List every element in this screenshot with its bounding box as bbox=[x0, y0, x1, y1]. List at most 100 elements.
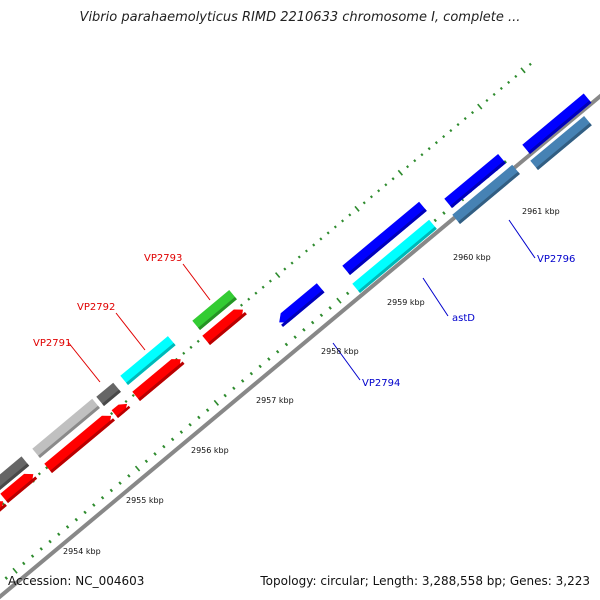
gene-feature[interactable] bbox=[0, 456, 30, 490]
gene-label-group[interactable]: VP2791 bbox=[33, 338, 101, 383]
gene-bar[interactable] bbox=[342, 201, 427, 275]
gene-label[interactable]: astD bbox=[452, 313, 475, 324]
gene-bar[interactable] bbox=[32, 398, 100, 458]
gene-label-group[interactable]: VP2794 bbox=[332, 342, 400, 389]
leader-line bbox=[182, 263, 211, 301]
minor-tick-mark bbox=[442, 135, 446, 139]
minor-tick-mark bbox=[485, 98, 489, 103]
minor-tick-mark bbox=[302, 328, 306, 332]
minor-tick-mark bbox=[427, 147, 431, 151]
gene-feature[interactable] bbox=[44, 415, 115, 473]
position-label: 2955 kbp bbox=[126, 496, 164, 505]
gene-label[interactable]: VP2791 bbox=[33, 338, 71, 349]
gene-bar[interactable] bbox=[352, 219, 437, 293]
minor-tick-mark bbox=[92, 503, 96, 507]
gene-feature[interactable] bbox=[120, 336, 176, 385]
minor-tick-mark bbox=[179, 430, 184, 434]
gene-bar-shadow bbox=[38, 405, 100, 458]
gene-feature[interactable] bbox=[444, 154, 506, 208]
topology-text: Topology: circular; Length: 3,288,558 bp… bbox=[260, 574, 590, 588]
gene-label-group[interactable]: astD bbox=[422, 277, 475, 324]
minor-tick-mark bbox=[232, 386, 236, 391]
gene-feature[interactable] bbox=[32, 398, 100, 458]
minor-tick-mark bbox=[196, 339, 200, 343]
tick-marks bbox=[1, 62, 532, 580]
gene-bar[interactable] bbox=[202, 309, 243, 346]
major-tick-mark bbox=[213, 399, 220, 406]
gene-feature[interactable] bbox=[192, 290, 237, 330]
minor-tick-mark bbox=[39, 547, 43, 551]
gene-feature[interactable] bbox=[452, 164, 520, 224]
gene-bar[interactable] bbox=[279, 283, 325, 323]
minor-tick-mark bbox=[499, 86, 503, 91]
gene-label-group[interactable]: VP2793 bbox=[144, 253, 211, 301]
minor-tick-mark bbox=[406, 165, 410, 169]
minor-tick-mark bbox=[433, 218, 437, 223]
gene-bar[interactable] bbox=[0, 473, 34, 503]
gene-feature[interactable] bbox=[0, 501, 7, 520]
gene-bar-shadow bbox=[102, 389, 121, 406]
minor-tick-mark bbox=[341, 219, 345, 223]
gene-bar[interactable] bbox=[132, 359, 181, 401]
gene-bar[interactable] bbox=[111, 403, 128, 418]
gene-labels[interactable]: VP2791 VP2792 VP2793 VP2794 astD VP2796 bbox=[33, 219, 575, 389]
gene-feature[interactable] bbox=[0, 473, 38, 503]
chromosome-backbone bbox=[0, 93, 600, 600]
gene-feature[interactable] bbox=[352, 219, 437, 293]
gene-features[interactable] bbox=[0, 93, 592, 521]
gene-bar-shadow bbox=[0, 463, 30, 490]
minor-tick-mark bbox=[247, 297, 251, 301]
minor-tick-mark bbox=[449, 129, 453, 133]
minor-tick-mark bbox=[131, 393, 135, 398]
minor-tick-mark bbox=[304, 249, 308, 253]
gene-bar[interactable] bbox=[452, 164, 520, 224]
gene-bar-shadow bbox=[198, 297, 237, 330]
minor-tick-mark bbox=[290, 261, 294, 265]
minor-tick-mark bbox=[124, 399, 128, 404]
gene-bar[interactable] bbox=[96, 382, 121, 406]
gene-bar-shadow bbox=[208, 312, 247, 345]
gene-feature[interactable] bbox=[522, 93, 592, 155]
minor-tick-mark bbox=[162, 444, 166, 449]
leader-line bbox=[422, 277, 449, 317]
position-label: 2960 kbp bbox=[453, 253, 491, 262]
minor-tick-mark bbox=[110, 411, 114, 416]
minor-tick-mark bbox=[267, 357, 271, 361]
gene-bar[interactable] bbox=[444, 154, 506, 208]
position-label: 2958 kbp bbox=[321, 347, 359, 356]
gene-feature[interactable] bbox=[202, 309, 247, 346]
gene-label[interactable]: VP2796 bbox=[537, 254, 575, 265]
gene-feature[interactable] bbox=[132, 359, 185, 401]
gene-label[interactable]: VP2792 bbox=[77, 302, 115, 313]
minor-tick-mark bbox=[65, 525, 70, 529]
gene-feature[interactable] bbox=[279, 283, 325, 327]
minor-tick-mark bbox=[319, 237, 323, 241]
gene-label-group[interactable]: VP2796 bbox=[508, 219, 575, 265]
gene-bar[interactable] bbox=[120, 336, 176, 385]
gene-bar[interactable] bbox=[192, 290, 237, 330]
gene-feature[interactable] bbox=[530, 116, 592, 170]
gene-label[interactable]: VP2794 bbox=[362, 378, 400, 389]
minor-tick-mark bbox=[74, 517, 79, 522]
position-label: 2959 kbp bbox=[387, 298, 425, 307]
gene-feature[interactable] bbox=[96, 382, 121, 406]
minor-tick-mark bbox=[463, 116, 467, 121]
gene-label-group[interactable]: VP2792 bbox=[77, 302, 146, 351]
position-labels: 2954 kbp 2955 kbp 2956 kbp 2957 kbp 2958 kbp… bbox=[63, 207, 560, 556]
minor-tick-mark bbox=[109, 488, 114, 493]
gene-feature[interactable] bbox=[111, 403, 131, 418]
gene-feature[interactable] bbox=[342, 201, 427, 275]
minor-tick-mark bbox=[127, 474, 131, 478]
leader-line bbox=[508, 219, 536, 259]
minor-tick-mark bbox=[182, 351, 186, 355]
major-tick-mark bbox=[520, 67, 526, 74]
gene-bar-shadow bbox=[528, 100, 592, 154]
minor-tick-mark bbox=[362, 201, 366, 205]
gene-bar[interactable] bbox=[44, 415, 112, 473]
gene-bar[interactable] bbox=[522, 93, 592, 155]
gene-bar[interactable] bbox=[530, 116, 592, 170]
gene-bar-shadow bbox=[536, 122, 592, 170]
gene-label[interactable]: VP2793 bbox=[144, 253, 182, 264]
